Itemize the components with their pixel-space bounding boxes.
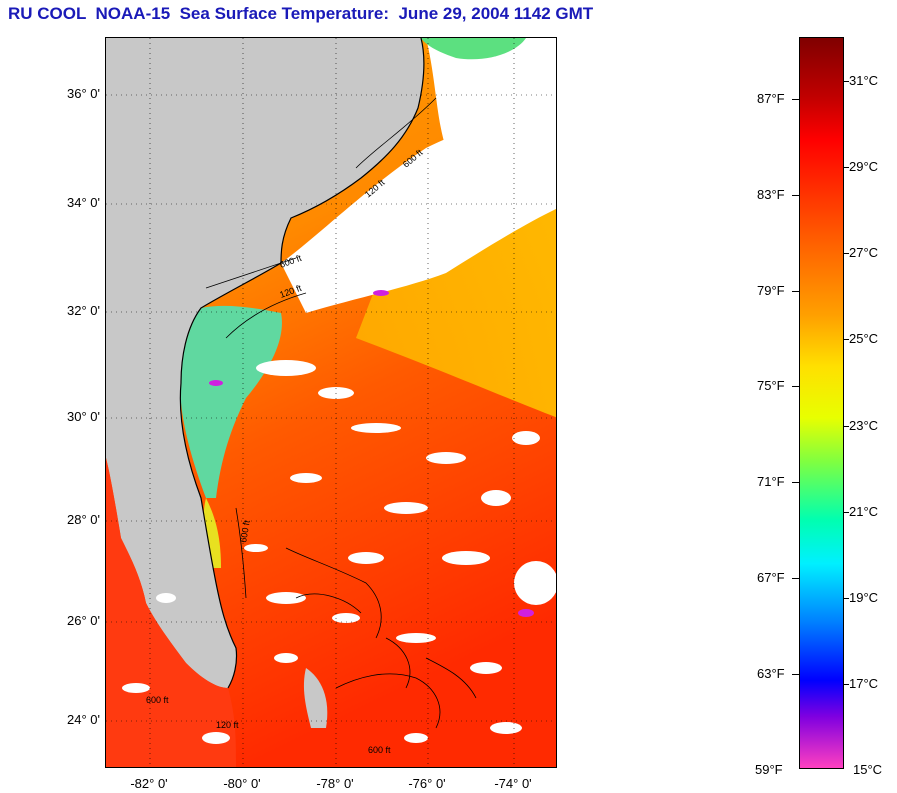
lon-label-78: -78° 0' [316,776,354,791]
cbar-tick [792,482,799,483]
contour-label: 600 ft [146,695,169,705]
cbar-f-83: 83°F [757,187,785,202]
cbar-tick [792,578,799,579]
cold-patches [209,290,534,617]
cbar-tick [844,167,849,168]
cbar-tick [844,81,849,82]
lon-label-82: -82° 0' [130,776,168,791]
contour-label: 120 ft [216,720,239,730]
cbar-tick [844,684,849,685]
cbar-f-75: 75°F [757,378,785,393]
cbar-c-31: 31°C [849,73,879,88]
grid-lines [106,38,556,767]
cloud-region-far-north [426,38,556,148]
lat-label-34: 34° 0' [67,195,100,210]
cbar-f-87: 87°F [757,91,785,106]
cbar-c-21: 21°C [849,504,879,519]
cbar-f-67: 67°F [757,570,785,585]
colorbar-gradient-svg [800,38,843,768]
contour-label: 600 ft [238,519,252,543]
cbar-f-79: 79°F [757,283,785,298]
cbar-c-27: 27°C [849,245,879,260]
island-land [303,668,328,728]
lon-label-76: -76° 0' [408,776,446,791]
cbar-tick [844,598,849,599]
lat-label-30: 30° 0' [67,409,100,424]
cloud-region-north [281,98,556,313]
contour-label: 600 ft [368,745,391,755]
lat-label-28: 28° 0' [67,512,100,527]
cbar-tick [844,426,849,427]
cbar-f-63: 63°F [757,666,785,681]
bathymetry-contours [205,97,477,729]
cbar-tick [792,195,799,196]
lon-label-80: -80° 0' [223,776,261,791]
sst-map: 600 ft 120 ft 600 ft 120 ft 600 ft 600 f… [105,37,557,768]
lat-label-24: 24° 0' [67,712,100,727]
cbar-tick [844,253,849,254]
cbar-c-23: 23°C [849,418,879,433]
cbar-c-19: 19°C [849,590,879,605]
cbar-tick [792,99,799,100]
cbar-tick [792,386,799,387]
lon-label-74: -74° 0' [494,776,532,791]
lat-label-32: 32° 0' [67,303,100,318]
cbar-f-59: 59°F [755,762,783,777]
cool-water-north [421,38,526,60]
colorbar [799,37,844,769]
cbar-tick [844,512,849,513]
coastline [179,38,425,689]
cbar-c-29: 29°C [849,159,879,174]
chart-title: RU COOL NOAA-15 Sea Surface Temperature:… [8,4,594,23]
cloud-patches [122,360,556,744]
lat-label-26: 26° 0' [67,613,100,628]
colorbar-fill [800,38,843,768]
land-mass [106,38,424,688]
cbar-c-15: 15°C [853,762,883,777]
cbar-f-71: 71°F [757,474,785,489]
sst-map-svg: 600 ft 120 ft 600 ft 120 ft 600 ft 600 f… [106,38,556,767]
cbar-tick [792,674,799,675]
cbar-tick [844,339,849,340]
cbar-tick [792,291,799,292]
cbar-c-17: 17°C [849,676,879,691]
lat-label-36: 36° 0' [67,86,100,101]
coastal-cool-band [180,305,282,498]
cbar-c-25: 25°C [849,331,879,346]
